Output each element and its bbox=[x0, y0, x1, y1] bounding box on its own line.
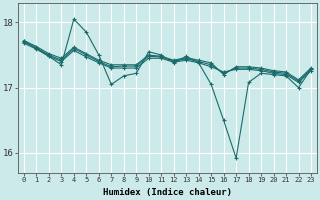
X-axis label: Humidex (Indice chaleur): Humidex (Indice chaleur) bbox=[103, 188, 232, 197]
